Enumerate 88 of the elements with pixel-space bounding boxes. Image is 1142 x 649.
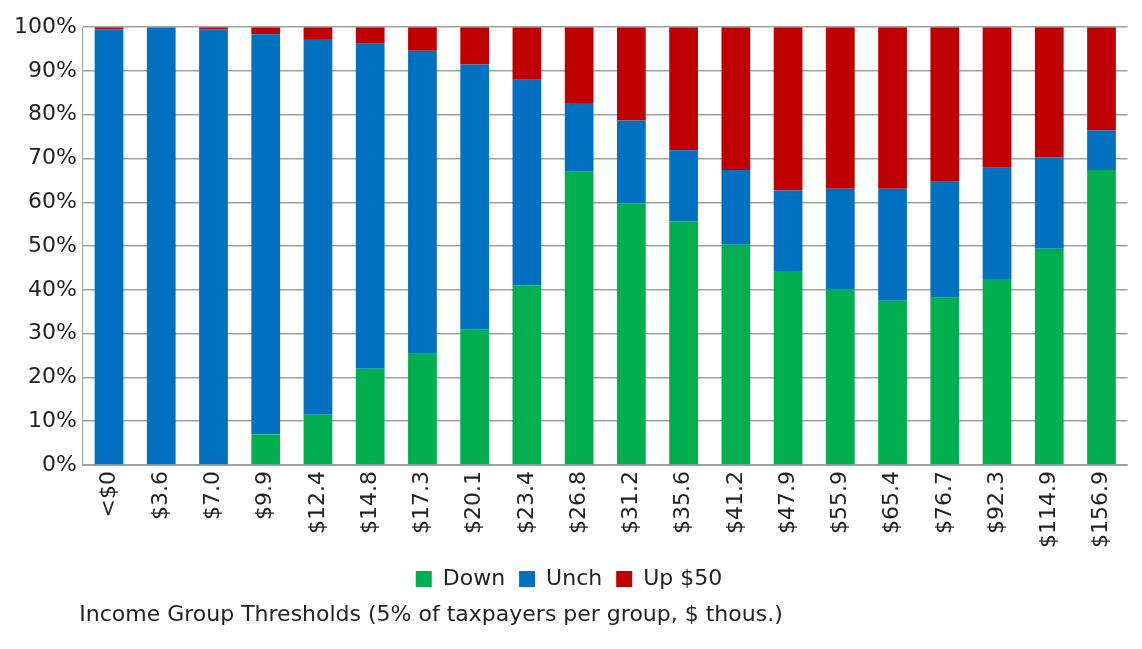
bar [825, 289, 855, 465]
bar [930, 181, 960, 298]
y-tick-label: 20% [27, 363, 77, 389]
bar [460, 329, 490, 465]
x-tick-label: $3.6 [146, 471, 172, 521]
bar [251, 434, 281, 465]
bar [512, 27, 542, 80]
bar [355, 27, 385, 44]
bar [303, 39, 333, 415]
bar [878, 27, 907, 189]
bar [773, 271, 803, 465]
bar [878, 300, 907, 465]
x-tick-label: $31.2 [617, 471, 643, 535]
y-tick-label: 40% [27, 275, 77, 301]
x-tick-label: $23.4 [512, 471, 538, 535]
y-tick-label: 30% [27, 319, 77, 345]
bar [669, 221, 698, 465]
bar [303, 414, 333, 465]
x-tick-label: $17.3 [408, 471, 434, 535]
bar [721, 244, 751, 465]
bar [982, 27, 1012, 168]
y-tick-label: 80% [27, 100, 77, 126]
x-tick-label: $55.9 [826, 471, 852, 535]
x-tick-label: $47.9 [773, 471, 799, 535]
y-tick-label: 10% [27, 406, 77, 432]
x-tick-label: $20.1 [460, 471, 486, 535]
bar [512, 285, 542, 465]
bar [669, 27, 698, 151]
bar [1087, 169, 1116, 465]
bar [251, 34, 281, 435]
bar [930, 27, 960, 182]
legend-label: Down [442, 564, 506, 590]
bar [721, 169, 751, 245]
bar [199, 29, 228, 465]
bar [564, 27, 594, 103]
bar [408, 50, 437, 353]
x-tick-label: $65.4 [878, 471, 904, 535]
x-tick-label: <$0 [94, 471, 120, 518]
x-axis-title: Income Group Thresholds (5% of taxpayers per group, $ thous.) [78, 600, 784, 628]
bar [408, 352, 437, 465]
bar [146, 27, 176, 465]
bar [617, 203, 646, 465]
legend-label: Unch [546, 564, 603, 590]
bar [617, 120, 646, 204]
x-tick-label: $7.0 [199, 471, 225, 521]
y-tick-label: 70% [27, 144, 77, 170]
bar [1087, 130, 1116, 170]
x-tick-label: $114.9 [1034, 471, 1060, 549]
bar [930, 297, 960, 465]
bar [721, 27, 751, 170]
bar [825, 188, 855, 290]
bar [1034, 27, 1064, 158]
bar [617, 27, 646, 121]
x-tick-label: $76.7 [930, 471, 956, 535]
bar [1087, 27, 1116, 131]
bar [408, 27, 437, 51]
bar [1034, 157, 1064, 249]
bar [669, 150, 698, 222]
bar [94, 29, 124, 465]
bar [773, 190, 803, 272]
bar [773, 27, 803, 191]
y-tick-label: 60% [27, 188, 77, 214]
bar [564, 102, 594, 172]
x-tick-label: $35.6 [669, 471, 695, 535]
bar [460, 64, 490, 330]
x-tick-label: $14.8 [355, 471, 381, 535]
x-tick-label: $9.9 [251, 471, 277, 521]
x-tick-label: $41.2 [721, 471, 747, 535]
bar [982, 278, 1012, 465]
bar [564, 171, 594, 465]
x-tick-label: $92.3 [982, 471, 1008, 535]
bar [303, 27, 333, 40]
legend-label: Up $50 [643, 564, 723, 590]
x-tick-label: $12.4 [303, 471, 329, 535]
bar [460, 27, 490, 65]
bar [1034, 248, 1064, 465]
y-tick-label: 90% [27, 56, 77, 82]
bar [982, 167, 1012, 279]
bar [355, 43, 385, 369]
bar [878, 188, 907, 301]
y-tick-label: 50% [27, 231, 77, 257]
x-tick-label: $26.8 [564, 471, 590, 535]
bar [512, 79, 542, 286]
y-tick-label: 100% [13, 12, 77, 38]
bar [825, 27, 855, 189]
y-tick-label: 0% [41, 450, 77, 476]
x-tick-label: $156.9 [1087, 471, 1113, 549]
bar [355, 368, 385, 465]
